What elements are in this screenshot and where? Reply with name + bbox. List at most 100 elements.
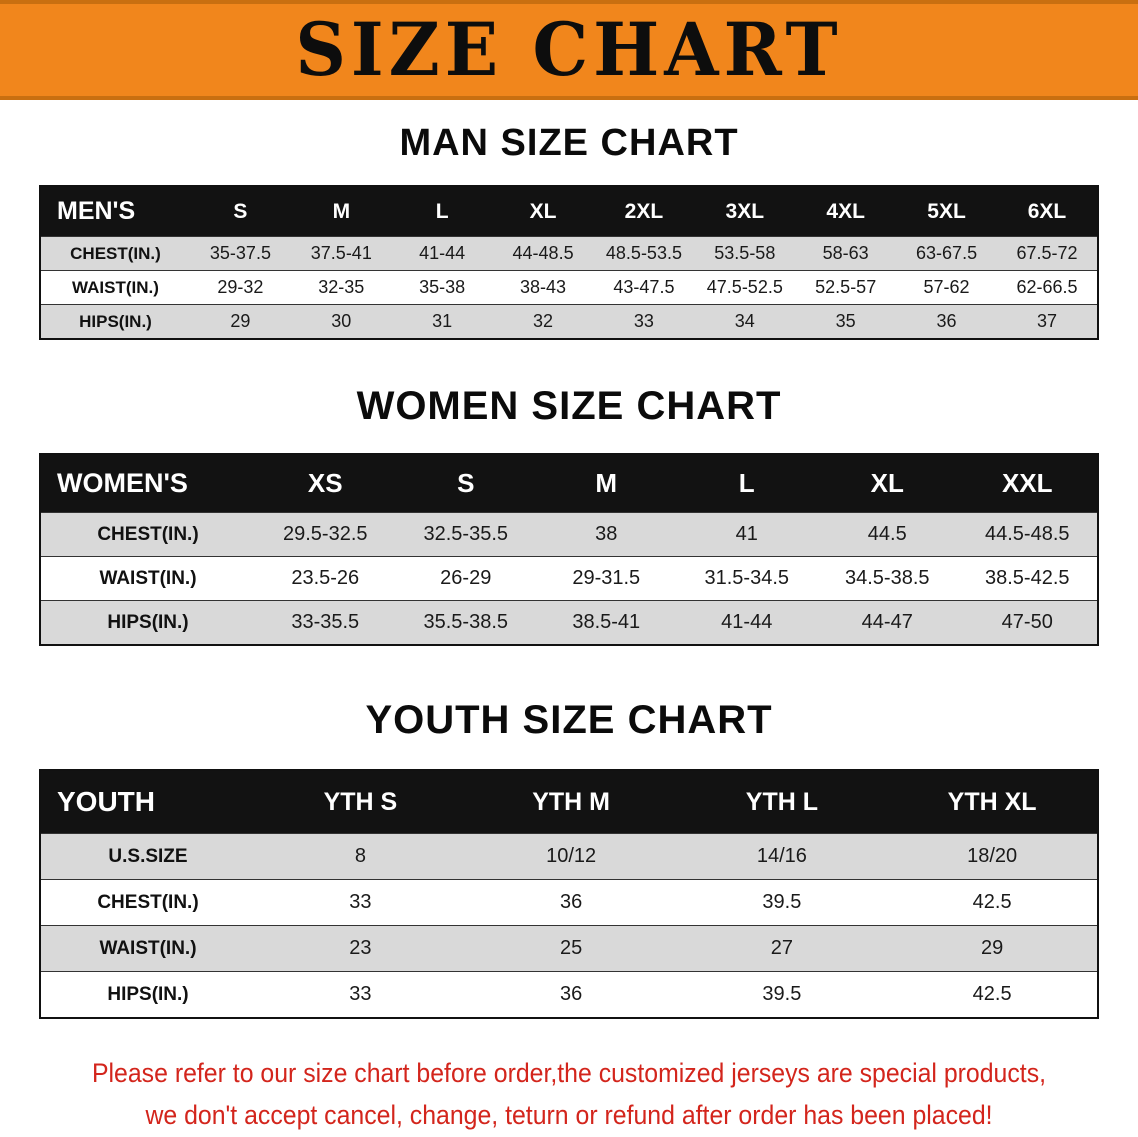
table-row: CHEST(IN.) 33 36 39.5 42.5 <box>40 879 1098 926</box>
row-label: U.S.SIZE <box>108 845 188 867</box>
table-row: CHEST(IN.) 35-37.5 37.5-41 41-44 44-48.5 48.5… <box>40 236 1098 271</box>
size-column-header: XL <box>492 186 594 237</box>
size-value-cell: 35 <box>835 311 856 331</box>
size-value-cell: 36 <box>560 983 583 1005</box>
size-value-cell: 41 <box>735 523 758 545</box>
size-value-cell: 38-43 <box>520 277 567 297</box>
size-value-cell: 42.5 <box>972 891 1012 913</box>
size-value-cell: 27 <box>770 937 793 959</box>
size-value-cell: 10/12 <box>546 845 597 867</box>
size-value-cell: 34.5-38.5 <box>844 567 930 589</box>
size-value-cell: 38.5-41 <box>572 611 641 633</box>
table-header-row: MEN'S S M L XL 2XL 3XL 4XL 5XL 6XL <box>40 186 1098 237</box>
size-value-cell: 35-37.5 <box>209 243 271 263</box>
size-column-header: M <box>536 454 677 513</box>
size-value-cell: 34 <box>734 311 755 331</box>
size-column-header: YTH L <box>676 770 888 834</box>
banner: SIZE CHART <box>0 0 1138 100</box>
row-label: CHEST(IN.) <box>97 891 199 913</box>
size-value-cell: 31 <box>432 311 453 331</box>
youth-size-section: YOUTH SIZE CHART YOUTH YTH S YTH M YTH L YTH… <box>0 698 1138 1019</box>
size-value-cell: 29.5-32.5 <box>282 523 368 545</box>
size-value-cell: 62-66.5 <box>1016 277 1078 297</box>
size-value-cell: 29 <box>230 311 251 331</box>
size-value-cell: 26-29 <box>440 567 492 589</box>
men-section-title: MAN SIZE CHART <box>399 122 739 164</box>
size-value-cell: 41-44 <box>419 243 466 263</box>
table-row: CHEST(IN.) 29.5-32.5 32.5-35.5 38 41 44.5 44.5… <box>40 512 1098 557</box>
size-value-cell: 29-31.5 <box>572 567 641 589</box>
size-value-cell: 32.5-35.5 <box>423 523 508 545</box>
table-header-row: YOUTH YTH S YTH M YTH L YTH XL <box>40 770 1098 834</box>
row-label: HIPS(IN.) <box>107 983 189 1005</box>
size-value-cell: 32 <box>533 311 554 331</box>
table-row: WAIST(IN.) 23 25 27 29 <box>40 925 1098 972</box>
size-column-header: YTH M <box>465 770 677 834</box>
size-value-cell: 33 <box>349 983 372 1005</box>
size-column-header: XS <box>255 454 396 513</box>
size-value-cell: 53.5-58 <box>714 243 776 263</box>
footer-notice: Please refer to our size chart before or… <box>0 1053 1138 1137</box>
size-column-header: S <box>190 186 291 237</box>
size-value-cell: 8 <box>354 845 366 867</box>
row-label: CHEST(IN.) <box>70 243 161 263</box>
women-size-table: WOMEN'S XS S M L XL XXL CHEST(IN.) 29.5-32.5 32.5… <box>39 453 1099 646</box>
size-value-cell: 44.5-48.5 <box>984 523 1070 545</box>
size-value-cell: 29-32 <box>217 277 264 297</box>
size-value-cell: 44-47 <box>861 611 913 633</box>
size-value-cell: 38.5-42.5 <box>984 567 1070 589</box>
size-value-cell: 37 <box>1036 311 1058 331</box>
size-column-header: XL <box>817 454 958 513</box>
size-value-cell: 37.5-41 <box>310 243 372 263</box>
women-size-section: WOMEN SIZE CHART WOMEN'S XS S M L XL XXL CHEST(… <box>0 384 1138 646</box>
size-value-cell: 18/20 <box>967 845 1018 867</box>
notice-line-1: Please refer to our size chart before or… <box>91 1058 1047 1088</box>
row-label: HIPS(IN.) <box>79 311 152 331</box>
size-column-header: 3XL <box>694 186 796 237</box>
size-column-header: XXL <box>957 454 1098 513</box>
men-size-table: MEN'S S M L XL 2XL 3XL 4XL 5XL 6XL CHEST(IN.) 35-37… <box>39 185 1099 340</box>
size-value-cell: 14/16 <box>756 845 807 867</box>
men-size-section: MAN SIZE CHART MEN'S S M L XL 2XL 3XL 4XL 5XL 6XL… <box>0 122 1138 340</box>
size-value-cell: 33 <box>633 311 654 331</box>
youth-size-table: YOUTH YTH S YTH M YTH L YTH XL U.S.SIZE 8 10/12… <box>39 769 1099 1019</box>
notice-line-2: we don't accept cancel, change, teturn o… <box>145 1099 993 1130</box>
size-column-header: L <box>391 186 493 237</box>
size-value-cell: 52.5-57 <box>815 277 877 297</box>
size-value-cell: 31.5-34.5 <box>704 567 789 589</box>
row-label: WAIST(IN.) <box>99 937 197 959</box>
row-label: WAIST(IN.) <box>99 567 197 589</box>
size-value-cell: 67.5-72 <box>1016 243 1078 263</box>
size-value-cell: 25 <box>560 937 583 959</box>
size-value-cell: 33-35.5 <box>291 611 360 633</box>
size-column-header: 4XL <box>795 186 897 237</box>
table-row: HIPS(IN.) 33-35.5 35.5-38.5 38.5-41 41-44 44-… <box>40 600 1098 645</box>
size-value-cell: 63-67.5 <box>916 243 978 263</box>
size-value-cell: 33 <box>349 891 372 913</box>
size-value-cell: 47-50 <box>1001 611 1053 633</box>
size-value-cell: 35.5-38.5 <box>423 611 508 633</box>
row-label: WAIST(IN.) <box>72 277 159 297</box>
size-value-cell: 35-38 <box>419 277 466 297</box>
size-value-cell: 23 <box>349 937 372 959</box>
table-row: WAIST(IN.) 23.5-26 26-29 29-31.5 31.5-34.5 34… <box>40 556 1098 601</box>
size-value-cell: 23.5-26 <box>291 567 360 589</box>
size-value-cell: 41-44 <box>721 611 773 633</box>
size-value-cell: 36 <box>560 891 583 913</box>
table-header-label: MEN'S <box>40 186 190 237</box>
size-column-header: YTH S <box>255 770 466 834</box>
size-value-cell: 29 <box>981 937 1004 959</box>
size-value-cell: 44-48.5 <box>512 243 574 263</box>
row-label: CHEST(IN.) <box>97 523 199 545</box>
size-value-cell: 47.5-52.5 <box>706 277 783 297</box>
size-value-cell: 38 <box>595 523 618 545</box>
size-value-cell: 58-63 <box>822 243 869 263</box>
size-column-header: L <box>676 454 817 513</box>
table-header-row: WOMEN'S XS S M L XL XXL <box>40 454 1098 513</box>
size-value-cell: 36 <box>936 311 957 331</box>
table-header-label: WOMEN'S <box>40 454 255 513</box>
size-column-header: 5XL <box>896 186 997 237</box>
table-row: U.S.SIZE 8 10/12 14/16 18/20 <box>40 833 1098 880</box>
size-column-header: S <box>395 454 536 513</box>
